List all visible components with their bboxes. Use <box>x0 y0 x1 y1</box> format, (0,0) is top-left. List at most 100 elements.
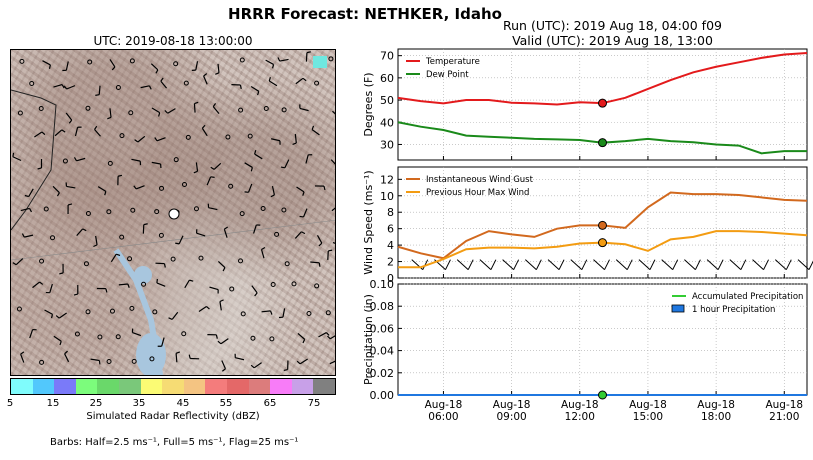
wind-barb <box>195 162 199 172</box>
colorbar-tick-label: 5 <box>6 398 14 409</box>
colorbar-swatch <box>248 379 271 394</box>
x-tick-label: Aug-18 <box>493 399 531 411</box>
calm-station-marker <box>229 286 235 292</box>
wind-barb-feather <box>626 259 633 270</box>
wind-barb-feather <box>250 167 253 172</box>
calm-station-marker <box>173 61 179 67</box>
wind-barb <box>547 259 560 271</box>
wind-barb-feather <box>37 167 42 170</box>
lake <box>134 266 152 284</box>
calm-station-marker <box>239 57 245 63</box>
calm-station-marker <box>16 306 22 312</box>
wind-barb-feather <box>302 77 307 82</box>
wind-barb <box>311 129 320 136</box>
wind-barb-feather <box>55 315 60 319</box>
y-axis-label: Wind Speed (ms⁻¹) <box>362 170 375 274</box>
wind-barb <box>94 129 101 137</box>
calm-station-marker <box>325 310 331 316</box>
wind-barb <box>132 332 142 337</box>
wind-barb <box>201 127 208 137</box>
wind-barb-feather <box>67 203 73 206</box>
calm-station-marker <box>129 58 135 64</box>
wind-barb-feather <box>82 228 87 232</box>
wind-barb <box>456 259 469 271</box>
calm-station-marker <box>170 256 176 262</box>
wind-barb-feather <box>155 69 159 74</box>
wind-barb <box>160 80 168 89</box>
wind-barb <box>268 80 278 87</box>
wind-barb <box>44 309 53 315</box>
calm-station-marker <box>314 283 320 289</box>
wind-barb <box>20 207 30 212</box>
wind-barb-feather <box>160 77 164 82</box>
wind-barb <box>244 162 253 168</box>
wind-barb <box>97 186 107 192</box>
calm-station-marker <box>239 211 245 217</box>
wind-barb-feather <box>21 233 25 238</box>
calm-station-marker <box>328 56 334 62</box>
colorbar-tick-label: 65 <box>263 398 277 409</box>
wind-barb-feather <box>283 368 288 372</box>
wind-barb-feather <box>257 91 260 96</box>
wind-barb-feather <box>272 64 275 69</box>
wind-barb <box>302 208 308 218</box>
calm-station-marker <box>106 358 112 364</box>
calm-station-marker <box>115 84 121 90</box>
calm-station-marker <box>250 335 256 341</box>
wind-barb <box>223 228 228 238</box>
wind-barb-feather <box>127 283 130 288</box>
wind-barb-feather <box>56 192 60 197</box>
colorbar-swatch <box>183 379 206 394</box>
wind-barb <box>52 185 60 194</box>
radar-echo <box>313 56 327 68</box>
wind-barb <box>74 127 79 137</box>
main-title: HRRR Forecast: NETHKER, Idaho <box>228 5 502 23</box>
wind-barb-feather <box>785 259 792 270</box>
wind-barb-feather <box>107 116 112 120</box>
wind-barb-feather <box>73 157 78 162</box>
wind-barb <box>729 259 742 271</box>
wind-barb-feather <box>467 259 474 270</box>
wind-barb <box>53 335 62 342</box>
x-tick-label: 15:00 <box>633 411 663 423</box>
calm-station-marker <box>314 80 320 86</box>
wind-barb <box>294 231 302 239</box>
wind-barb-feather <box>672 259 679 270</box>
wind-barb-feather <box>95 94 100 96</box>
wind-barb <box>295 77 304 85</box>
wind-barb-feather <box>490 259 497 270</box>
calm-station-marker <box>238 107 244 113</box>
wind-barb <box>220 338 229 345</box>
wind-barb-feather <box>222 267 226 272</box>
wind-barb <box>65 112 73 121</box>
calm-station-marker <box>74 331 80 337</box>
wind-barb <box>76 228 84 236</box>
wind-barb-feather <box>318 242 323 247</box>
y-tick-label: 0.04 <box>370 345 395 358</box>
wind-barb-feather <box>116 253 121 257</box>
calm-station-marker <box>129 305 135 311</box>
calm-station-marker <box>181 331 187 337</box>
calm-station-marker <box>106 209 112 215</box>
wind-barb <box>42 60 51 66</box>
run-label: Run (UTC): 2019 Aug 18, 04:00 f09 <box>503 18 722 33</box>
wind-barb <box>161 337 165 347</box>
calm-station-marker <box>247 133 253 139</box>
y-axis-label: Precipitation (in) <box>362 294 375 385</box>
calm-station-marker <box>306 311 312 317</box>
wind-barb-feather <box>206 306 210 310</box>
y-tick-label: 8 <box>387 206 394 219</box>
x-tick-label: Aug-18 <box>561 399 599 411</box>
wind-barb <box>219 301 222 311</box>
wind-barb <box>265 59 274 65</box>
wind-barb-feather <box>332 241 335 244</box>
wind-barb <box>271 186 275 196</box>
wind-barb <box>593 259 605 271</box>
chart-panel: 0 2 4 6 8 10 12 Wind Speed (ms⁻¹) Instantaneous … <box>362 166 813 285</box>
wind-barb <box>331 207 335 212</box>
wind-barb <box>156 282 166 287</box>
wind-barb-feather <box>63 85 68 90</box>
colorbar-swatch <box>32 379 55 394</box>
wind-barb <box>299 358 308 365</box>
